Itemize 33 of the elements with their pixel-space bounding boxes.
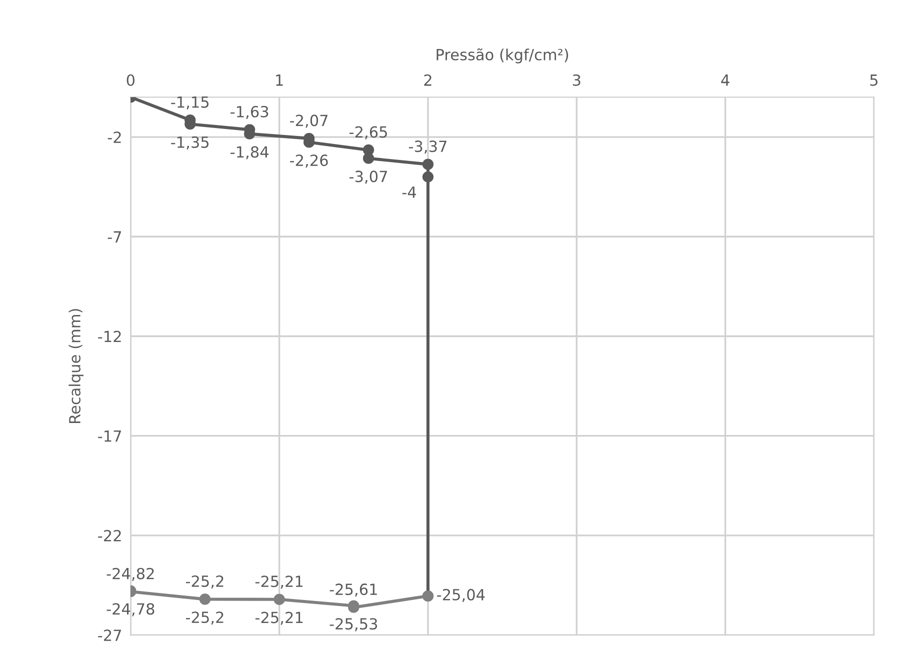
data-label: -25,04 bbox=[437, 588, 485, 602]
data-label: -25,21 bbox=[255, 612, 303, 625]
data-label: -2,26 bbox=[290, 154, 328, 168]
x-tick-label: 2 bbox=[424, 74, 432, 86]
data-label: -25,2 bbox=[186, 612, 224, 625]
data-label: -1,15 bbox=[171, 96, 209, 110]
x-tick-label: 4 bbox=[721, 74, 730, 86]
data-label: -25,53 bbox=[330, 618, 378, 632]
data-label: -1,84 bbox=[230, 146, 268, 160]
y-tick-label: -17 bbox=[98, 430, 122, 442]
y-tick-label: -7 bbox=[108, 231, 122, 242]
data-label: -3,07 bbox=[349, 170, 387, 184]
data-label: -2,07 bbox=[290, 114, 328, 128]
y-tick-label: -22 bbox=[98, 530, 121, 542]
y-axis-title: Recalque (mm) bbox=[68, 309, 84, 423]
data-label: -24,78 bbox=[106, 603, 154, 616]
x-tick-label: 3 bbox=[572, 74, 580, 86]
x-axis-title: Pressão (kgf/cm²) bbox=[436, 48, 568, 64]
x-tick-label: 1 bbox=[276, 74, 283, 86]
y-tick-label: -27 bbox=[98, 630, 122, 641]
data-label: -25,21 bbox=[255, 576, 303, 589]
data-label: -1,63 bbox=[230, 106, 268, 119]
x-tick-label: 0 bbox=[126, 74, 134, 86]
x-tick-label: 5 bbox=[870, 74, 878, 86]
data-label: -25,2 bbox=[186, 575, 224, 589]
data-label: -3,37 bbox=[408, 140, 446, 154]
data-label: -25,61 bbox=[330, 584, 377, 597]
data-label: -2,65 bbox=[349, 126, 387, 140]
data-label: -4 bbox=[402, 186, 416, 198]
y-tick-label: -2 bbox=[108, 132, 121, 143]
y-tick-label: -12 bbox=[98, 330, 121, 342]
data-label: -24,82 bbox=[106, 568, 154, 581]
data-label: -1,35 bbox=[171, 136, 209, 150]
